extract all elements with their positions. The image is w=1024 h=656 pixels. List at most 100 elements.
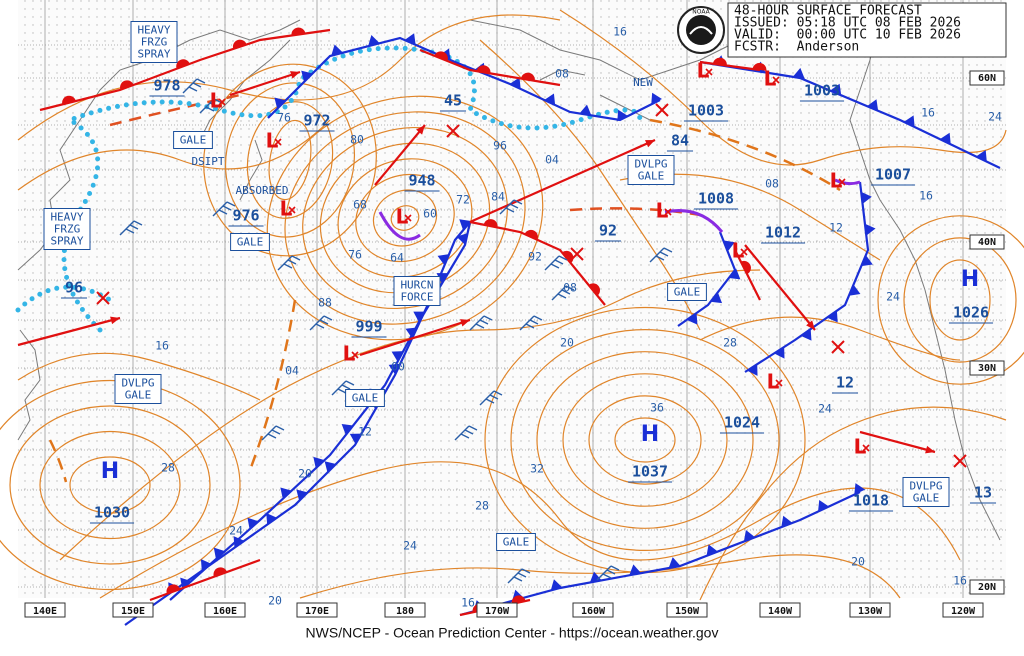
lon-label-box [476, 602, 518, 618]
low-symbol: L [697, 59, 710, 83]
warning-text: GALE [638, 170, 665, 183]
warm-front-bump [752, 62, 767, 71]
warm-front-bump [511, 595, 526, 604]
warm-front [149, 558, 261, 602]
occluded-front [378, 178, 861, 241]
central-pressure: 84 [671, 132, 689, 150]
wind-barb [499, 199, 515, 215]
cold-front-barb [200, 559, 212, 571]
warning-box [114, 374, 162, 404]
wind-barb-flags [505, 199, 523, 213]
isobar-label: 12 [358, 425, 372, 439]
cold-front-barb [651, 92, 662, 105]
cold-front-barb [903, 115, 915, 128]
annotation: ABSORBED [236, 184, 289, 197]
isobar [246, 101, 334, 219]
isobar [99, 461, 961, 599]
wind-barb [544, 255, 560, 271]
isobar [0, 379, 241, 591]
warm-front-bump [291, 27, 306, 36]
low-center-mark [218, 98, 226, 106]
header-line: VALID: 00:00 UTC 10 FEB 2026 [734, 28, 961, 43]
isobar [39, 430, 181, 540]
wind-barb-flags [218, 201, 236, 215]
lon-label-box [666, 602, 708, 618]
low-center-mark [772, 76, 780, 84]
logo-text: NOAA [692, 9, 710, 16]
isobar-label: 28 [475, 499, 489, 513]
cold-front-barb [368, 35, 380, 47]
low-center-mark [351, 351, 359, 359]
isobar-label: 24 [229, 524, 243, 538]
warning-box [393, 276, 441, 306]
cold-front-barb [975, 150, 987, 162]
trough [248, 299, 297, 471]
header-line: ISSUED: 05:18 UTC 08 FEB 2026 [734, 16, 961, 31]
cold-front-barb [341, 424, 354, 435]
track-arrow-head [925, 445, 935, 454]
warm-front [734, 249, 761, 301]
wind-barb [309, 315, 325, 331]
isobar-label: 16 [613, 25, 627, 39]
warm-front-bump [120, 80, 134, 90]
lon-label: 130W [858, 606, 883, 617]
wind-barb-flags [475, 315, 493, 329]
isobar [699, 316, 961, 361]
cold-front-barb [509, 77, 521, 89]
track-arrow-head [110, 316, 120, 325]
low-symbol: L [396, 205, 409, 229]
warning-text: HURCN [400, 279, 433, 292]
warm-front-bump [520, 72, 535, 81]
warning-box [130, 21, 178, 63]
lon-label-box [24, 602, 66, 618]
wind-barb [199, 98, 215, 114]
isobar-label: 60 [423, 207, 437, 221]
low-center-mark [705, 68, 713, 76]
high-symbol: H [101, 459, 119, 484]
warm-front-bump [62, 95, 76, 105]
isobar-label: 04 [545, 153, 559, 167]
warning-text: GALE [180, 134, 207, 147]
wind-barb-flags [513, 568, 531, 582]
isobar-label: 84 [491, 190, 505, 204]
cold-front-barb [437, 254, 450, 266]
cold-front-barb [706, 544, 718, 556]
track-arrow-head [290, 71, 300, 79]
central-pressure: 1007 [875, 166, 911, 184]
isobar-label: 16 [953, 574, 967, 588]
cold-front-barb [213, 547, 225, 560]
wind-barb-flags [602, 565, 620, 579]
warning-text: DVLPG [121, 377, 154, 390]
isobar-label: 24 [886, 290, 900, 304]
low-symbol: L [830, 169, 843, 193]
cold-front-barb [544, 93, 556, 106]
wind-barb-flags [655, 247, 673, 261]
isobar-label: 36 [650, 401, 664, 415]
cold-front-barb [550, 579, 563, 591]
isobar-label: 12 [829, 221, 843, 235]
track-arrow-head [806, 320, 815, 330]
wind-barb-flags [557, 285, 575, 299]
cold-front-barb [728, 268, 741, 280]
low-symbol: L [656, 199, 669, 223]
central-pressure: 1003 [804, 82, 840, 100]
isobar-label: 16 [155, 339, 169, 353]
isobar [17, 14, 561, 141]
low-center-mark [740, 248, 748, 256]
high-symbol: H [641, 422, 659, 447]
map-dot-grid [18, 0, 1006, 598]
warning-text: FRZG [141, 36, 168, 49]
lon-label: 180 [396, 606, 414, 617]
cold-front-barb [456, 233, 468, 245]
trough [569, 207, 701, 217]
cold-front-barb [459, 219, 471, 231]
cold-front-barb [436, 273, 449, 284]
lat-label-box [969, 234, 1005, 250]
isobar-label: 08 [555, 67, 569, 81]
lon-label-box [849, 602, 891, 618]
warm-front-bump [483, 219, 498, 228]
lon-label: 160E [213, 606, 237, 617]
warning-text: GALE [352, 392, 379, 405]
wind-barb-flags [267, 425, 285, 439]
lat-label-box [969, 579, 1005, 595]
